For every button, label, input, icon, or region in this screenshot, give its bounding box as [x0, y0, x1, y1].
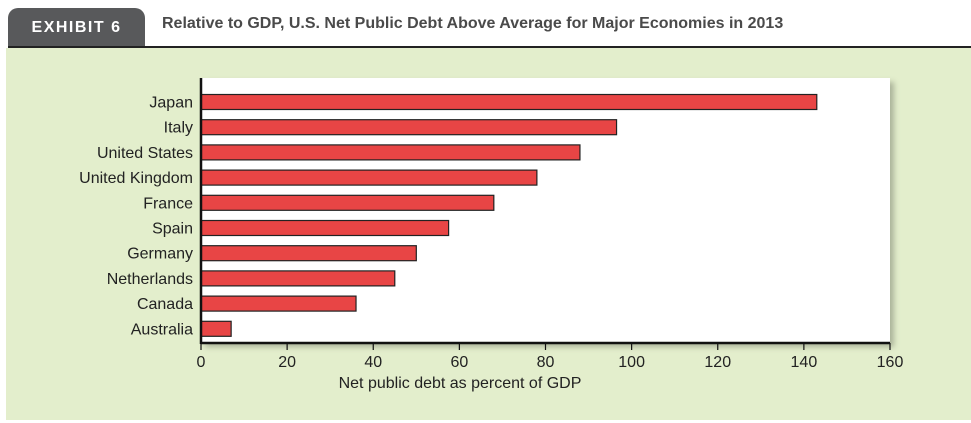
category-label: United States [97, 145, 193, 162]
x-tick-label: 40 [364, 354, 382, 371]
bar-united-kingdom [200, 169, 538, 186]
category-label: Spain [152, 221, 193, 238]
bar-canada [200, 295, 357, 312]
x-tick-label: 80 [537, 354, 555, 371]
bar-france [200, 194, 495, 211]
bar-netherlands [200, 270, 396, 287]
bar-germany [200, 245, 417, 262]
bar-australia [200, 320, 232, 337]
x-tick-label: 20 [278, 354, 296, 371]
category-label: United Kingdom [79, 170, 193, 187]
category-label: Japan [149, 95, 193, 112]
bar-italy [200, 119, 618, 136]
x-tick-label: 140 [791, 354, 818, 371]
x-axis-label: Net public debt as percent of GDP [339, 375, 582, 392]
category-label: Italy [164, 120, 193, 137]
header-rule [8, 46, 971, 48]
exhibit-tab: EXHIBIT 6 [8, 8, 145, 48]
bar-united-states [200, 144, 581, 161]
category-label: Germany [127, 246, 193, 263]
category-label: Canada [137, 296, 193, 313]
x-tick-label: 60 [450, 354, 468, 371]
category-label: Netherlands [107, 271, 193, 288]
x-tick-label: 100 [618, 354, 645, 371]
x-tick-label: 120 [704, 354, 731, 371]
chart-title: Relative to GDP, U.S. Net Public Debt Ab… [162, 15, 784, 32]
x-tick-label: 160 [877, 354, 904, 371]
x-tick-label: 0 [197, 354, 206, 371]
category-label: France [143, 195, 193, 212]
bar-japan [200, 93, 818, 111]
bar-spain [200, 219, 450, 237]
category-label: Australia [131, 321, 193, 338]
